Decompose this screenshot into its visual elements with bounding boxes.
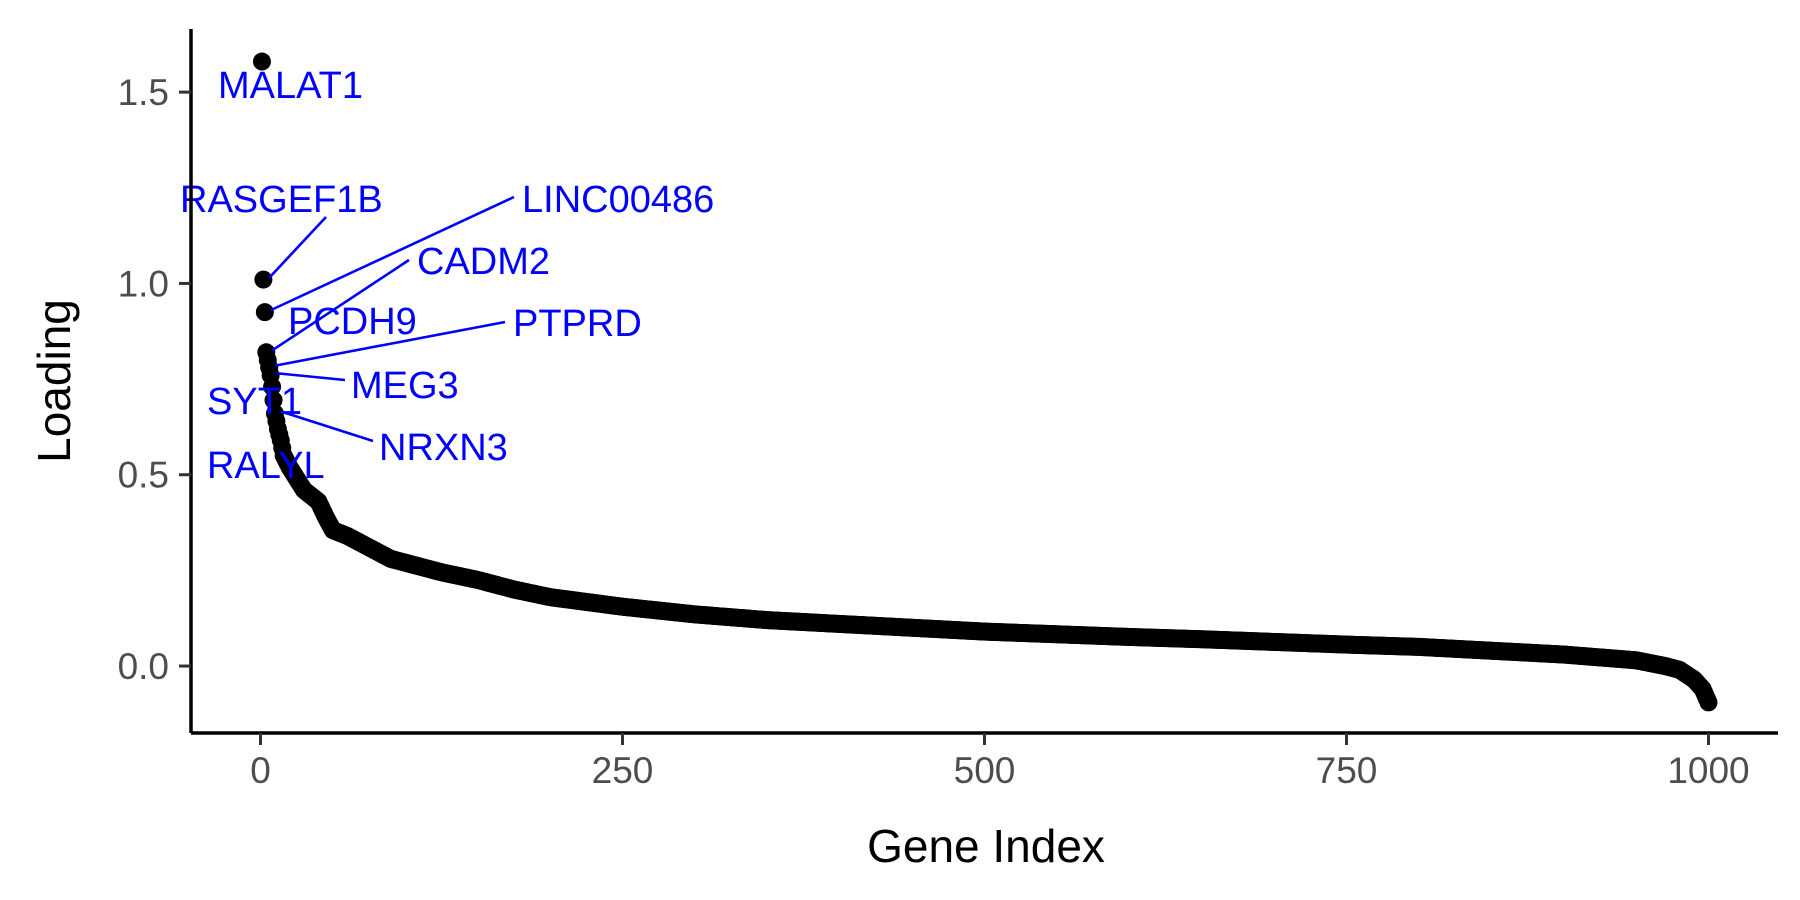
y-tick-label: 1.5 <box>118 72 169 113</box>
data-point <box>264 391 283 410</box>
data-point <box>263 377 282 396</box>
leader-line-ptprd <box>274 320 506 367</box>
gene-label-linc00486: LINC00486 <box>522 179 714 221</box>
y-tick-label: 0.5 <box>118 455 169 496</box>
leader-line-linc00486 <box>270 195 515 312</box>
x-tick-label: 750 <box>1316 750 1378 791</box>
gene-label-syt1: SYT1 <box>207 381 302 423</box>
x-tick-label: 0 <box>250 750 271 791</box>
data-points <box>252 52 1718 712</box>
x-tick-label: 1000 <box>1667 750 1749 791</box>
gene-label-malat1: MALAT1 <box>218 65 363 107</box>
data-point <box>1699 693 1718 712</box>
leader-line-meg3 <box>276 371 346 382</box>
x-axis-ticks: 0 250 500 750 1000 <box>250 733 1750 791</box>
gene-label-pcdh9: PCDH9 <box>288 301 417 343</box>
leader-line-rasgef1b <box>268 216 327 279</box>
leader-line-nrxn3 <box>280 410 374 443</box>
y-tick-label: 1.0 <box>118 263 169 304</box>
x-axis-title: Gene Index <box>867 820 1105 872</box>
gene-label-meg3: MEG3 <box>351 365 459 407</box>
leader-line-cadm2 <box>271 258 410 352</box>
data-point <box>254 270 273 289</box>
data-point <box>252 52 271 71</box>
x-tick-label: 250 <box>592 750 654 791</box>
gene-label-ralyl: RALYL <box>207 445 325 487</box>
y-axis-title: Loading <box>28 299 80 463</box>
x-tick-label: 500 <box>954 750 1016 791</box>
label-leader-lines <box>268 195 515 443</box>
y-axis-ticks: 0.0 0.5 1.0 1.5 <box>118 72 191 687</box>
gene-label-nrxn3: NRXN3 <box>379 427 508 469</box>
gene-label-rasgef1b: RASGEF1B <box>180 179 383 221</box>
gene-label-ptprd: PTPRD <box>513 303 642 345</box>
gene-label-cadm2: CADM2 <box>417 241 550 283</box>
y-tick-label: 0.0 <box>118 646 169 687</box>
data-point <box>255 303 274 322</box>
